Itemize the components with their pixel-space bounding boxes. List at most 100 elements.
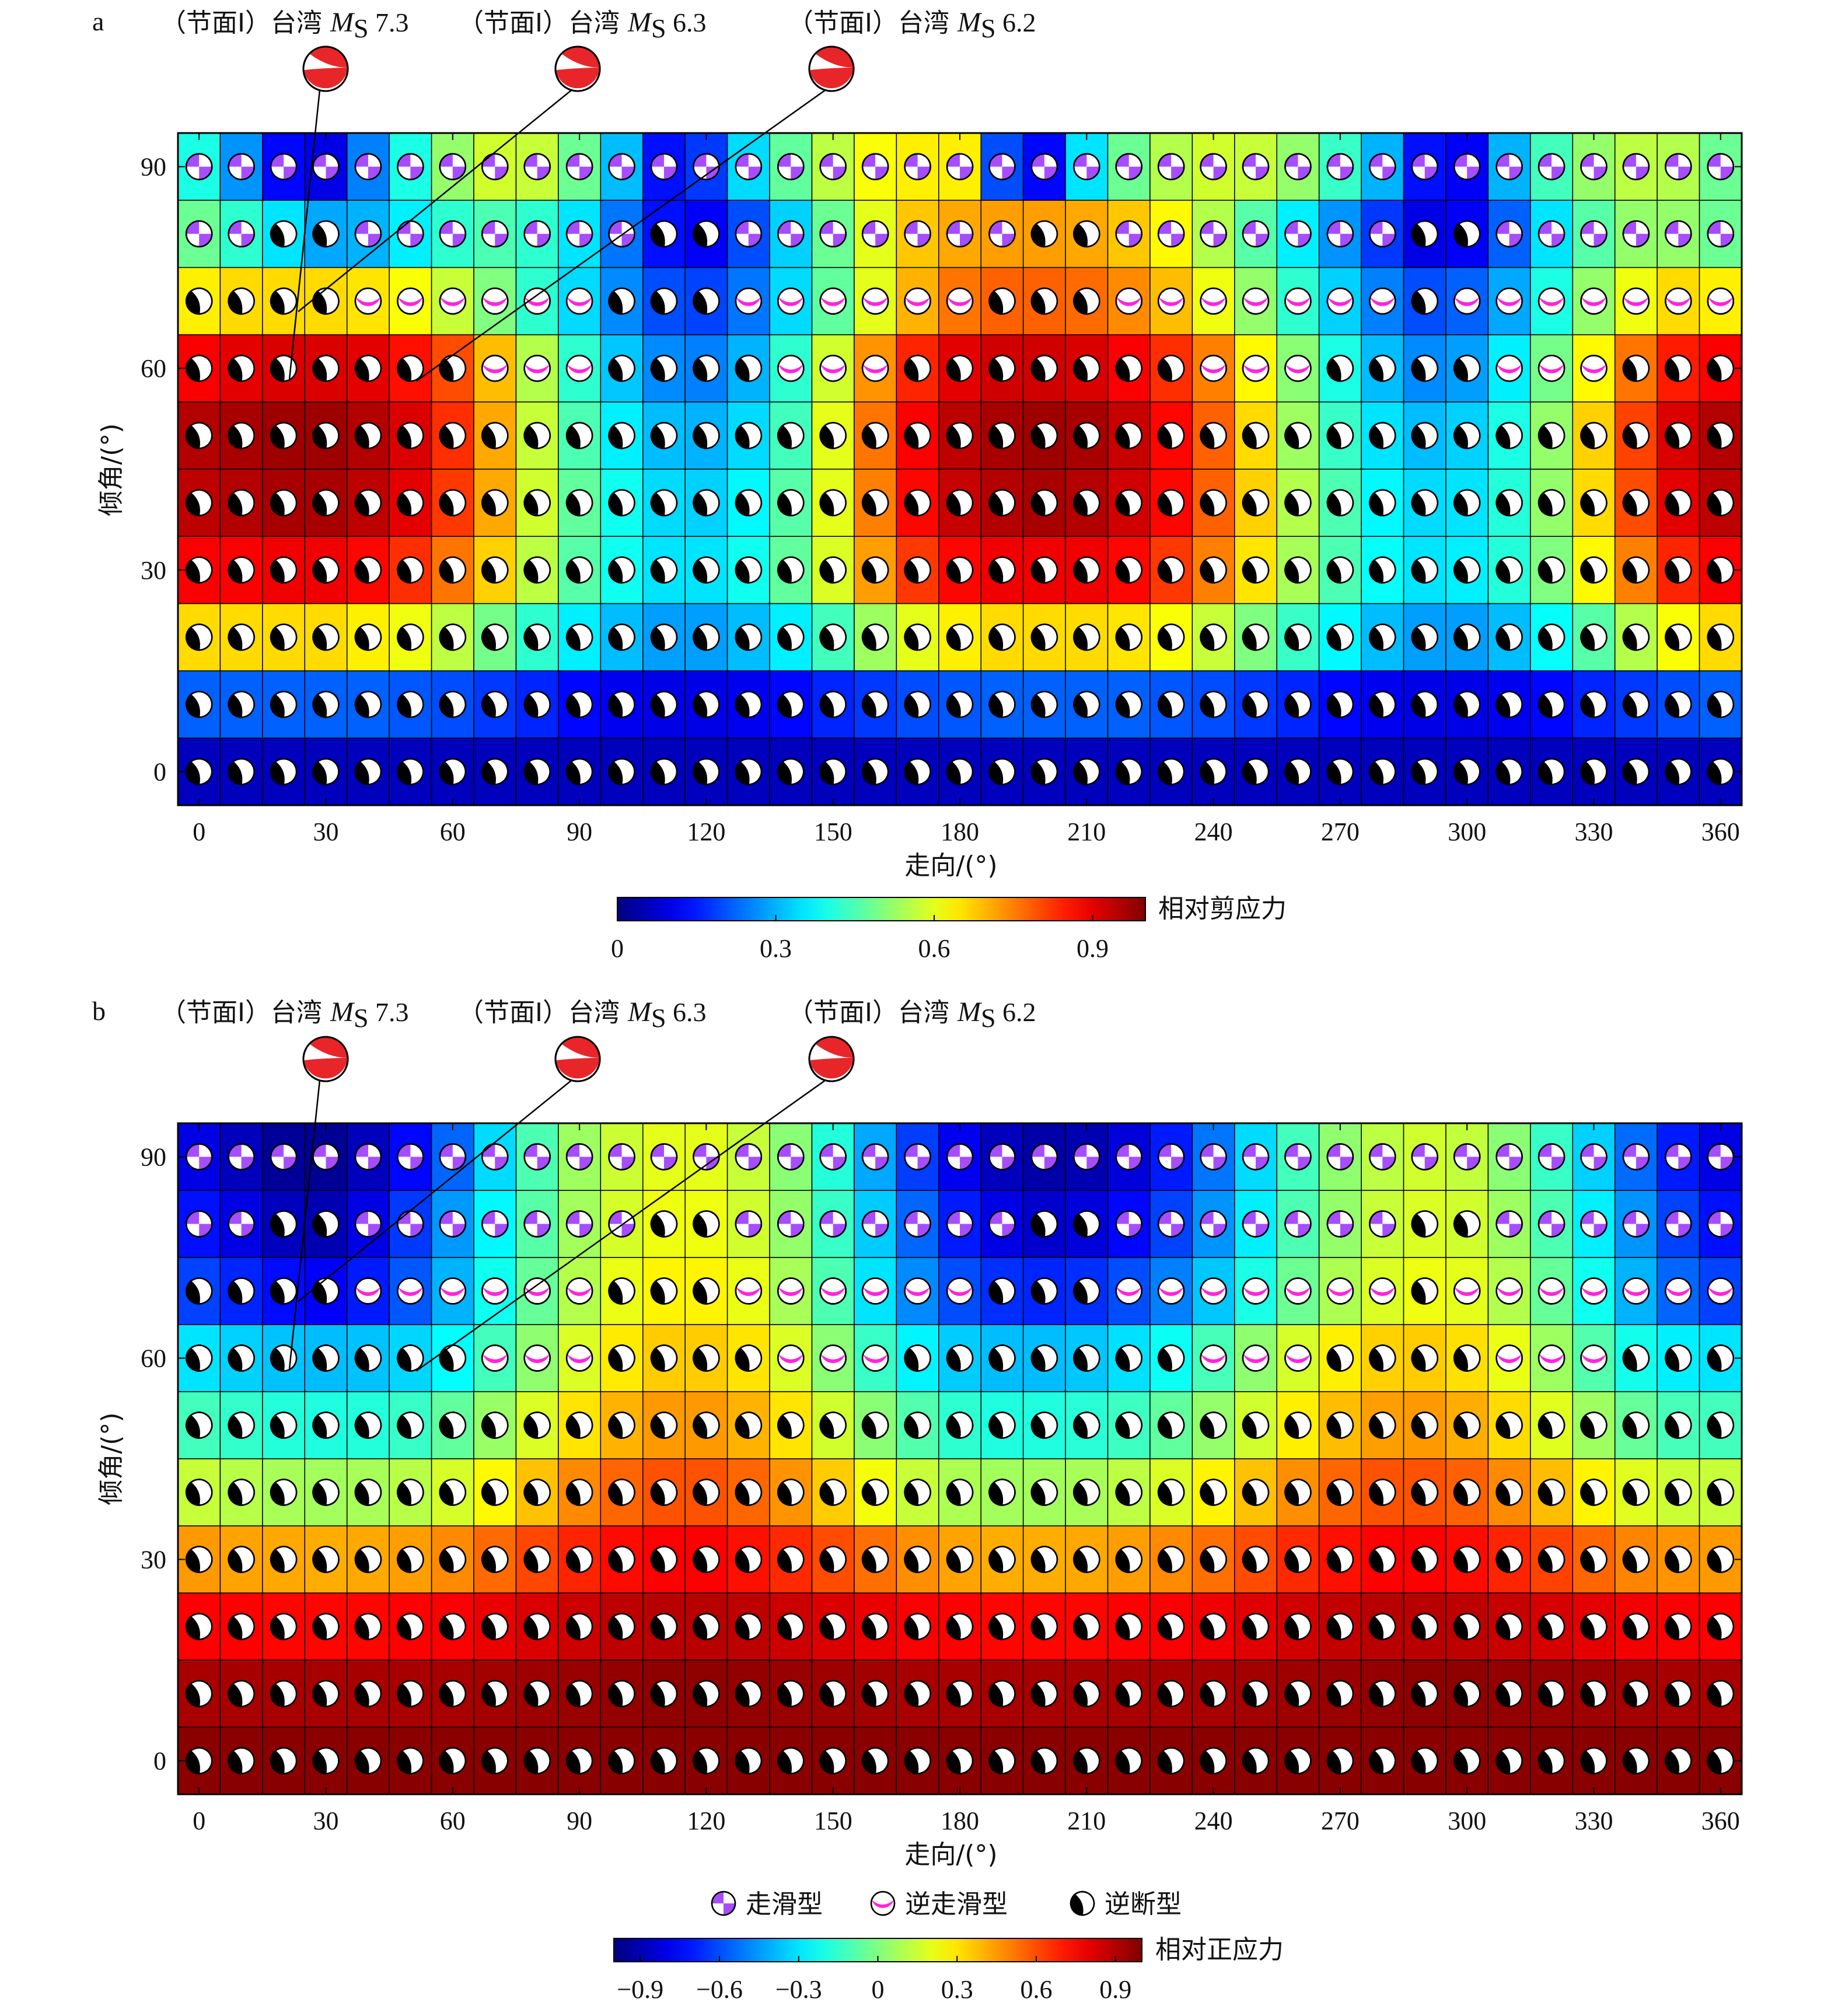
- panel-b-heatmap: [177, 1123, 1742, 1795]
- mechanism-beachball: [397, 1546, 424, 1573]
- colorbar-tick-label: 0: [872, 1975, 885, 2004]
- mechanism-beachball: [1453, 489, 1481, 516]
- mechanism-beachball: [354, 1210, 382, 1238]
- mechanism-beachball: [988, 489, 1016, 516]
- mechanism-beachball: [397, 287, 424, 315]
- mechanism-beachball: [1242, 422, 1270, 449]
- mechanism-beachball: [439, 153, 467, 180]
- mechanism-beachball: [270, 1277, 298, 1305]
- mechanism-beachball: [185, 1277, 213, 1305]
- mechanism-beachball: [777, 1747, 805, 1774]
- mechanism-beachball: [988, 1210, 1016, 1238]
- mechanism-beachball: [1115, 1747, 1142, 1774]
- x-tick-label: 360: [1701, 817, 1740, 846]
- mechanism-beachball: [1369, 354, 1396, 382]
- mechanism-beachball: [1665, 1479, 1692, 1506]
- mechanism-beachball: [1453, 1277, 1481, 1305]
- mechanism-beachball: [1200, 1613, 1227, 1640]
- mechanism-beachball: [1115, 354, 1142, 382]
- mechanism-beachball: [777, 1479, 805, 1506]
- mechanism-beachball: [1453, 287, 1481, 315]
- mechanism-beachball: [523, 354, 551, 382]
- mechanism-beachball: [693, 354, 720, 382]
- mechanism-beachball: [439, 1411, 467, 1439]
- mechanism-beachball: [228, 287, 255, 315]
- mechanism-beachball: [228, 1344, 255, 1372]
- mechanism-beachball: [1115, 1411, 1142, 1439]
- mechanism-beachball: [270, 1680, 298, 1707]
- colorbar-tick-label: 0.3: [760, 934, 792, 963]
- mechanism-beachball: [650, 1747, 678, 1774]
- mechanism-beachball: [1665, 1277, 1692, 1305]
- mechanism-beachball: [1326, 758, 1354, 785]
- mechanism-beachball: [270, 1411, 298, 1439]
- mechanism-beachball: [1580, 1613, 1608, 1640]
- mechanism-beachball: [650, 1546, 678, 1573]
- mechanism-beachball: [1369, 489, 1396, 516]
- mechanism-beachball: [608, 1344, 635, 1372]
- colorbar-gradient: [617, 897, 1146, 921]
- mechanism-beachball: [1073, 489, 1100, 516]
- mechanism-beachball: [439, 1210, 467, 1238]
- mechanism-beachball: [1411, 1479, 1439, 1506]
- mechanism-beachball: [312, 1613, 340, 1640]
- x-tick-label: 270: [1321, 817, 1360, 846]
- mechanism-beachball: [1073, 1680, 1100, 1707]
- event-leader-line: [415, 89, 826, 382]
- mechanism-beachball: [1580, 1680, 1608, 1707]
- mechanism-beachball: [1326, 489, 1354, 516]
- mechanism-beachball: [481, 1143, 509, 1171]
- mechanism-beachball: [481, 1479, 509, 1506]
- mechanism-beachball: [1200, 1344, 1227, 1372]
- mechanism-beachball: [312, 1680, 340, 1707]
- mechanism-beachball: [861, 1344, 889, 1372]
- mechanism-beachball: [523, 489, 551, 516]
- mechanism-beachball: [1073, 1277, 1100, 1305]
- mechanism-beachball: [946, 1210, 974, 1238]
- mechanism-beachball: [1030, 1680, 1058, 1707]
- mechanism-beachball: [1157, 489, 1185, 516]
- mechanism-beachball: [312, 422, 340, 449]
- mechanism-beachball: [946, 1546, 974, 1573]
- mechanism-beachball: [735, 758, 763, 785]
- mechanism-beachball: [1411, 1546, 1439, 1573]
- mechanism-beachball: [988, 1411, 1016, 1439]
- mechanism-beachball: [1411, 354, 1439, 382]
- mechanism-beachball: [1073, 153, 1100, 180]
- x-tick-label: 120: [687, 1807, 725, 1835]
- mechanism-beachball: [1115, 690, 1142, 718]
- mechanism-beachball: [228, 1680, 255, 1707]
- mechanism-beachball: [185, 1747, 213, 1774]
- mechanism-beachball: [1030, 690, 1058, 718]
- mechanism-beachball: [354, 1680, 382, 1707]
- mechanism-beachball: [1580, 1210, 1608, 1238]
- mechanism-beachball: [354, 1613, 382, 1640]
- mechanism-beachball: [1453, 153, 1481, 180]
- mechanism-beachball: [777, 1344, 805, 1372]
- mechanism-beachball: [439, 1613, 467, 1640]
- mechanism-beachball: [650, 690, 678, 718]
- mechanism-beachball: [1665, 556, 1692, 584]
- mechanism-beachball: [397, 1479, 424, 1506]
- mechanism-beachball: [1369, 1411, 1396, 1439]
- panel-b-colorbar: −0.9 −0.6 −0.3 0 0.3 0.6 0.9: [613, 1938, 1142, 2004]
- mechanism-beachball: [228, 354, 255, 382]
- panel-b-letter: b: [92, 996, 106, 1026]
- mechanism-beachball: [1326, 1680, 1354, 1707]
- mechanism-beachball: [1453, 1344, 1481, 1372]
- mechanism-beachball: [1707, 1613, 1735, 1640]
- mechanism-beachball: [1157, 287, 1185, 315]
- y-tick-label: 30: [141, 1546, 166, 1574]
- mechanism-beachball: [1030, 1143, 1058, 1171]
- mechanism-beachball: [1580, 623, 1608, 651]
- mechanism-beachball: [565, 489, 593, 516]
- mechanism-beachball: [1453, 556, 1481, 584]
- mechanism-beachball: [1495, 1680, 1523, 1707]
- mechanism-beachball: [1453, 1411, 1481, 1439]
- mechanism-beachball: [1200, 1143, 1227, 1171]
- heatmap-cell: [1361, 1659, 1404, 1728]
- mechanism-beachball: [1538, 1747, 1566, 1774]
- mechanism-beachball: [1453, 1479, 1481, 1506]
- mechanism-beachball: [1284, 1546, 1312, 1573]
- mechanism-beachball: [904, 623, 931, 651]
